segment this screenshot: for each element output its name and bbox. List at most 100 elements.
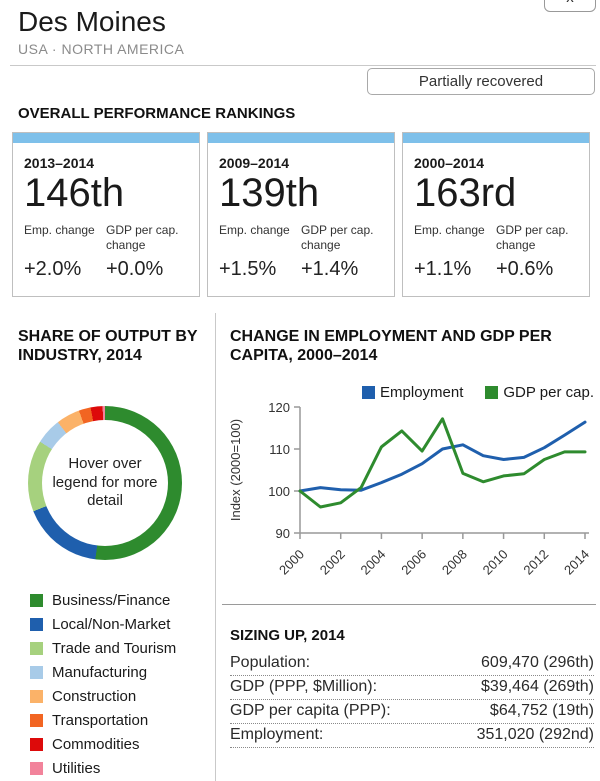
- legend-item-transportation[interactable]: Transportation: [30, 712, 176, 729]
- row-value: 351,020 (292nd): [476, 726, 594, 743]
- gdp-per-cap-swatch-icon: [485, 386, 499, 399]
- industry-share-section: SHARE OF OUTPUT BY INDUSTRY, 2014 Hover …: [0, 315, 215, 781]
- industry-donut-chart[interactable]: Hover over legend for more detail: [28, 406, 182, 560]
- legend-item-trade-and-tourism[interactable]: Trade and Tourism: [30, 640, 176, 657]
- emp-change-value: +1.1%: [414, 258, 472, 281]
- card-stripe: [403, 133, 589, 143]
- gdp-change-label: GDP per cap. change: [106, 223, 179, 253]
- legend-item-business-finance[interactable]: Business/Finance: [30, 592, 176, 609]
- svg-text:Index (2000=100): Index (2000=100): [228, 419, 243, 521]
- card-body: 2009–2014 139th Emp. change +1.5% GDP pe…: [208, 143, 394, 281]
- industry-legend: Business/Finance Local/Non-Market Trade …: [30, 592, 176, 781]
- legend-entry-gdp-per-cap[interactable]: GDP per cap.: [485, 384, 594, 401]
- rankings-heading: OVERALL PERFORMANCE RANKINGS: [18, 105, 296, 122]
- emp-change-label: Emp. change: [414, 223, 485, 238]
- gdp-change-value: +1.4%: [301, 258, 359, 281]
- svg-text:2014: 2014: [561, 547, 592, 578]
- page-subtitle: USA · NORTH AMERICA: [18, 41, 185, 57]
- card-metrics: Emp. change +1.5% GDP per cap. change +1…: [219, 223, 383, 281]
- svg-text:2006: 2006: [398, 547, 429, 578]
- line-chart-legend: Employment GDP per cap.: [222, 384, 594, 401]
- emp-change-label: Emp. change: [24, 223, 95, 238]
- svg-text:90: 90: [276, 526, 290, 541]
- legend-label: Commodities: [52, 736, 140, 753]
- business-finance-swatch-icon: [30, 594, 43, 607]
- legend-label: Transportation: [52, 712, 149, 729]
- legend-item-manufacturing[interactable]: Manufacturing: [30, 664, 176, 681]
- commodities-swatch-icon: [30, 738, 43, 751]
- card-period: 2013–2014: [24, 155, 95, 171]
- employment-gdp-line-chart[interactable]: 90 100 110 120 2000 2002 2004 2006 2008 2010 2012 2…: [222, 400, 600, 603]
- svg-text:2002: 2002: [317, 547, 348, 578]
- close-button[interactable]: x: [544, 0, 596, 12]
- card-metrics: Emp. change +1.1% GDP per cap. change +0…: [414, 223, 578, 281]
- donut-hover-note: Hover over legend for more detail: [52, 454, 158, 510]
- card-rank: 146th: [24, 171, 125, 215]
- row-label: Population:: [230, 654, 311, 671]
- card-metrics: Emp. change +2.0% GDP per cap. change +0…: [24, 223, 188, 281]
- local-non-market-swatch-icon: [30, 618, 43, 631]
- legend-label: Trade and Tourism: [52, 640, 177, 657]
- sizing-up-heading: SIZING UP, 2014: [230, 627, 345, 644]
- legend-label: GDP per cap.: [503, 384, 594, 401]
- header-divider: [10, 65, 596, 66]
- legend-label: Utilities: [52, 760, 101, 777]
- svg-text:2008: 2008: [439, 547, 470, 578]
- legend-entry-employment[interactable]: Employment: [362, 384, 463, 401]
- row-label: GDP (PPP, $Million):: [230, 678, 378, 695]
- legend-item-commodities[interactable]: Commodities: [30, 736, 176, 753]
- employment-gdp-section: CHANGE IN EMPLOYMENT AND GDP PER CAPITA,…: [222, 315, 600, 781]
- svg-text:110: 110: [269, 442, 290, 457]
- employment-gdp-heading: CHANGE IN EMPLOYMENT AND GDP PER CAPITA,…: [230, 328, 552, 365]
- emp-metric: Emp. change +2.0%: [24, 223, 106, 281]
- emp-metric: Emp. change +1.5%: [219, 223, 301, 281]
- industry-share-heading: SHARE OF OUTPUT BY INDUSTRY, 2014: [18, 328, 198, 365]
- employment-swatch-icon: [362, 386, 376, 399]
- table-row-population: Population: 609,470 (296th): [230, 652, 594, 676]
- ranking-card-2009-2014: 2009–2014 139th Emp. change +1.5% GDP pe…: [207, 132, 395, 297]
- emp-change-label: Emp. change: [219, 223, 290, 238]
- gdp-change-label: GDP per cap. change: [301, 223, 374, 253]
- ranking-card-2013-2014: 2013–2014 146th Emp. change +2.0% GDP pe…: [12, 132, 200, 297]
- transportation-swatch-icon: [30, 714, 43, 727]
- emp-metric: Emp. change +1.1%: [414, 223, 496, 281]
- svg-text:100: 100: [268, 484, 290, 499]
- card-body: 2013–2014 146th Emp. change +2.0% GDP pe…: [13, 143, 199, 281]
- table-row-gdp-per-capita: GDP per capita (PPP): $64,752 (19th): [230, 700, 594, 724]
- legend-label: Employment: [380, 384, 464, 401]
- gdp-metric: GDP per cap. change +0.0%: [106, 223, 188, 281]
- gdp-metric: GDP per cap. change +0.6%: [496, 223, 578, 281]
- utilities-swatch-icon: [30, 762, 43, 775]
- card-period: 2000–2014: [414, 155, 485, 171]
- gdp-metric: GDP per cap. change +1.4%: [301, 223, 383, 281]
- legend-label: Manufacturing: [52, 664, 148, 681]
- card-rank: 163rd: [414, 171, 517, 215]
- sizing-up-table: Population: 609,470 (296th) GDP (PPP, $M…: [230, 652, 594, 748]
- row-value: $39,464 (269th): [481, 678, 594, 695]
- construction-swatch-icon: [30, 690, 43, 703]
- emp-change-value: +2.0%: [24, 258, 82, 281]
- legend-item-local-non-market[interactable]: Local/Non-Market: [30, 616, 176, 633]
- legend-item-utilities[interactable]: Utilities: [30, 760, 176, 777]
- emp-change-value: +1.5%: [219, 258, 277, 281]
- manufacturing-swatch-icon: [30, 666, 43, 679]
- table-row-gdp: GDP (PPP, $Million): $39,464 (269th): [230, 676, 594, 700]
- svg-text:2004: 2004: [357, 547, 388, 578]
- card-rank: 139th: [219, 171, 320, 215]
- gdp-change-label: GDP per cap. change: [496, 223, 569, 253]
- row-label: Employment:: [230, 726, 324, 743]
- table-row-employment: Employment: 351,020 (292nd): [230, 724, 594, 748]
- gdp-change-value: +0.6%: [496, 258, 554, 281]
- recovery-status-badge[interactable]: Partially recovered: [367, 68, 595, 95]
- section-divider: [222, 604, 596, 605]
- svg-text:2010: 2010: [480, 547, 511, 578]
- card-stripe: [13, 133, 199, 143]
- donut-hole: Hover over legend for more detail: [42, 420, 168, 546]
- ranking-card-2000-2014: 2000–2014 163rd Emp. change +1.1% GDP pe…: [402, 132, 590, 297]
- trade-and-tourism-swatch-icon: [30, 642, 43, 655]
- legend-item-construction[interactable]: Construction: [30, 688, 176, 705]
- legend-label: Construction: [52, 688, 137, 705]
- row-label: GDP per capita (PPP):: [230, 702, 391, 719]
- page-title: Des Moines: [18, 6, 166, 37]
